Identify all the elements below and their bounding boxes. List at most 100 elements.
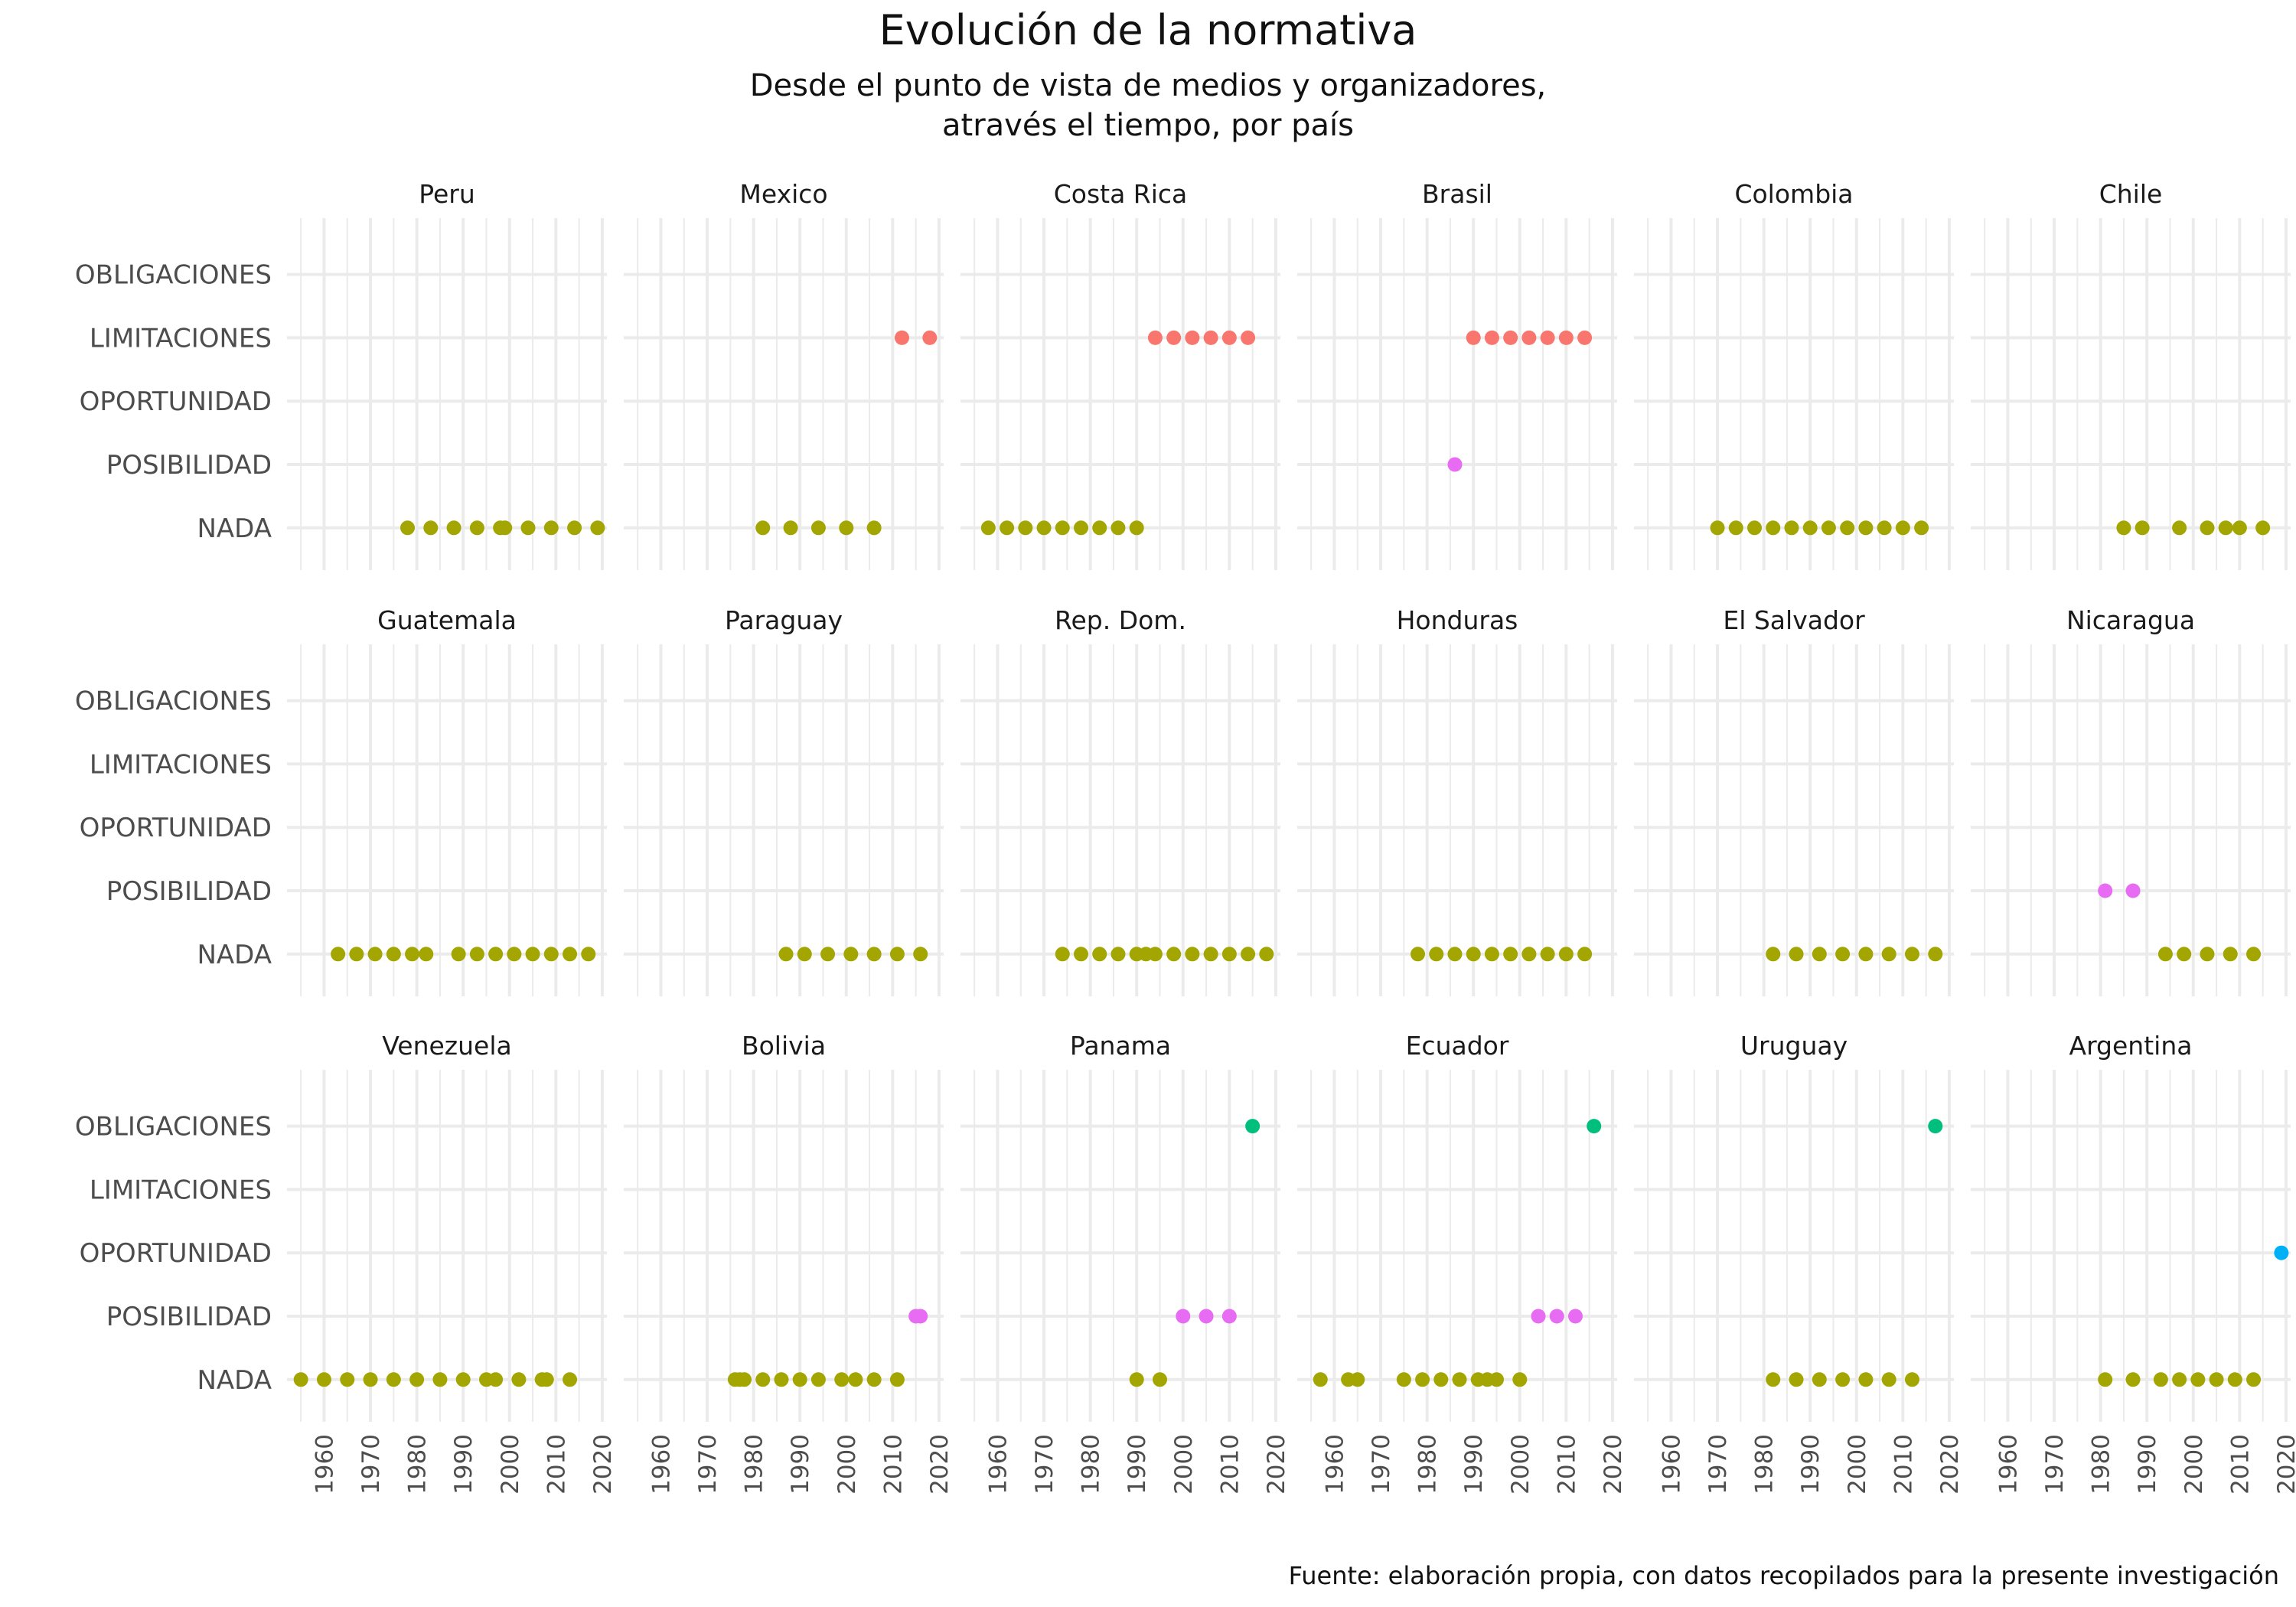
data-point-brasil bbox=[1540, 330, 1555, 345]
data-point-colombia bbox=[1728, 520, 1743, 536]
data-point-venezuela bbox=[293, 1372, 308, 1387]
data-point-argentina bbox=[2125, 1372, 2141, 1387]
x-tick-label: 2000 bbox=[1844, 1434, 1871, 1495]
data-point-costa-rica bbox=[980, 520, 996, 536]
data-point-rep-dom bbox=[1221, 947, 1237, 962]
x-tick-label: 2020 bbox=[1936, 1434, 1964, 1495]
x-tick-label: 1980 bbox=[404, 1434, 432, 1495]
data-point-costa-rica bbox=[1185, 330, 1200, 345]
data-point-chile bbox=[2135, 520, 2150, 536]
facet-label-chile: Chile bbox=[2099, 179, 2163, 209]
x-tick-label: 2020 bbox=[926, 1434, 954, 1495]
data-point-mexico bbox=[866, 520, 882, 536]
data-point-ecuador bbox=[1350, 1372, 1365, 1387]
x-tick-label: 1980 bbox=[1751, 1434, 1779, 1495]
data-point-rep-dom bbox=[1074, 947, 1089, 962]
data-point-guatemala bbox=[405, 947, 420, 962]
data-point-nicaragua bbox=[2246, 947, 2262, 962]
y-tick-label-nada: NADA bbox=[197, 513, 272, 544]
data-point-ecuador bbox=[1489, 1372, 1504, 1387]
data-point-paraguay bbox=[866, 947, 882, 962]
data-point-costa-rica bbox=[1166, 330, 1182, 345]
data-point-honduras bbox=[1558, 947, 1574, 962]
data-point-venezuela bbox=[409, 1372, 425, 1387]
y-tick-label-posibilidad: POSIBILIDAD bbox=[106, 876, 272, 907]
data-point-el-salvador bbox=[1904, 947, 1919, 962]
data-point-guatemala bbox=[331, 947, 346, 962]
facet-label-bolivia: Bolivia bbox=[742, 1031, 826, 1061]
data-point-venezuela bbox=[539, 1372, 554, 1387]
x-tick-label: 2020 bbox=[589, 1434, 617, 1495]
data-point-paraguay bbox=[913, 947, 928, 962]
y-tick-label-oportunidad: OPORTUNIDAD bbox=[80, 813, 272, 843]
data-point-el-salvador bbox=[1766, 947, 1781, 962]
y-tick-label-oportunidad: OPORTUNIDAD bbox=[80, 1238, 272, 1269]
y-tick-label-limitaciones: LIMITACIONES bbox=[90, 749, 272, 780]
data-point-venezuela bbox=[316, 1372, 331, 1387]
data-point-nicaragua bbox=[2223, 947, 2238, 962]
x-tick-label: 1960 bbox=[647, 1434, 675, 1495]
y-tick-label-nada: NADA bbox=[197, 940, 272, 970]
facet-label-el-salvador: El Salvador bbox=[1723, 605, 1865, 635]
data-point-venezuela bbox=[511, 1372, 527, 1387]
data-point-uruguay bbox=[1835, 1372, 1851, 1387]
x-tick-label: 2000 bbox=[1507, 1434, 1534, 1495]
data-point-costa-rica bbox=[1055, 520, 1070, 536]
x-tick-label: 1970 bbox=[1368, 1434, 1395, 1495]
x-tick-label: 2000 bbox=[833, 1434, 861, 1495]
data-point-argentina bbox=[2172, 1372, 2187, 1387]
data-point-uruguay bbox=[1766, 1372, 1781, 1387]
data-point-nicaragua bbox=[2098, 883, 2113, 898]
data-point-bolivia bbox=[913, 1309, 928, 1324]
data-point-guatemala bbox=[525, 947, 540, 962]
x-tick-label: 2020 bbox=[1263, 1434, 1290, 1495]
data-point-panama bbox=[1199, 1309, 1214, 1324]
data-point-bolivia bbox=[792, 1372, 807, 1387]
data-point-guatemala bbox=[488, 947, 504, 962]
data-point-peru bbox=[423, 520, 439, 536]
data-point-argentina bbox=[2274, 1245, 2289, 1260]
data-point-guatemala bbox=[349, 947, 364, 962]
data-point-costa-rica bbox=[1000, 520, 1015, 536]
data-point-guatemala bbox=[563, 947, 578, 962]
x-tick-label: 2010 bbox=[1216, 1434, 1244, 1495]
data-point-bolivia bbox=[834, 1372, 850, 1387]
data-point-el-salvador bbox=[1835, 947, 1851, 962]
x-tick-label: 1960 bbox=[1994, 1434, 2022, 1495]
facet-label-honduras: Honduras bbox=[1397, 605, 1518, 635]
data-point-ecuador bbox=[1396, 1372, 1411, 1387]
data-point-argentina bbox=[2098, 1372, 2113, 1387]
data-point-brasil bbox=[1577, 330, 1593, 345]
y-tick-label-obligaciones: OBLIGACIONES bbox=[75, 260, 272, 291]
data-point-costa-rica bbox=[1092, 520, 1107, 536]
data-point-argentina bbox=[2153, 1372, 2168, 1387]
data-point-uruguay bbox=[1789, 1372, 1804, 1387]
x-tick-label: 1990 bbox=[450, 1434, 478, 1495]
data-point-guatemala bbox=[386, 947, 401, 962]
data-point-uruguay bbox=[1812, 1372, 1827, 1387]
data-point-rep-dom bbox=[1203, 947, 1218, 962]
data-point-rep-dom bbox=[1147, 947, 1163, 962]
facet-label-guatemala: Guatemala bbox=[377, 605, 517, 635]
data-point-bolivia bbox=[737, 1372, 752, 1387]
data-point-peru bbox=[446, 520, 461, 536]
x-tick-label: 2020 bbox=[2273, 1434, 2296, 1495]
facet-label-uruguay: Uruguay bbox=[1740, 1031, 1848, 1061]
facet-label-costa-rica: Costa Rica bbox=[1054, 179, 1188, 209]
x-tick-label: 1960 bbox=[1321, 1434, 1349, 1495]
facet-label-peru: Peru bbox=[419, 179, 475, 209]
data-point-colombia bbox=[1914, 520, 1929, 536]
data-point-argentina bbox=[2227, 1372, 2242, 1387]
x-tick-label: 1970 bbox=[1704, 1434, 1732, 1495]
data-point-peru bbox=[469, 520, 484, 536]
y-tick-label-limitaciones: LIMITACIONES bbox=[90, 1175, 272, 1205]
data-point-colombia bbox=[1710, 520, 1725, 536]
data-point-brasil bbox=[1503, 330, 1518, 345]
data-point-mexico bbox=[839, 520, 854, 536]
data-point-colombia bbox=[1840, 520, 1855, 536]
x-tick-label: 1960 bbox=[311, 1434, 338, 1495]
data-point-ecuador bbox=[1587, 1119, 1602, 1134]
data-point-honduras bbox=[1521, 947, 1537, 962]
x-tick-label: 1960 bbox=[1658, 1434, 1685, 1495]
data-point-uruguay bbox=[1904, 1372, 1919, 1387]
